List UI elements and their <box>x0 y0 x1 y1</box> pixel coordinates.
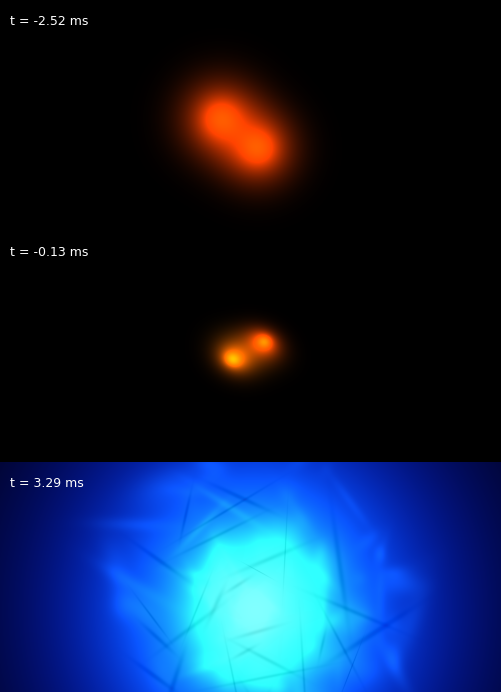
Text: t = -0.13 ms: t = -0.13 ms <box>10 246 88 259</box>
Text: t = 3.29 ms: t = 3.29 ms <box>10 477 84 490</box>
Text: t = -2.52 ms: t = -2.52 ms <box>10 15 88 28</box>
